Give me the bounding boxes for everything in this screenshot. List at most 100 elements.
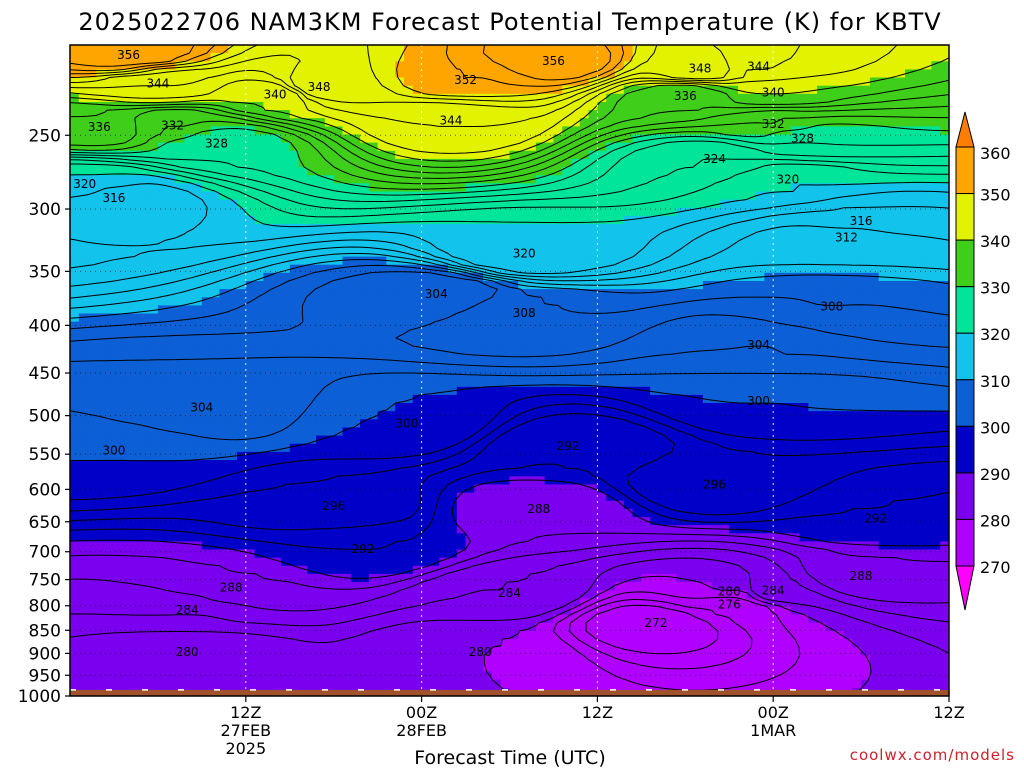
theta-cell [113,240,124,249]
theta-cell [351,69,361,79]
theta-cell [448,337,458,347]
theta-cell [667,175,678,184]
theta-cell [113,289,124,298]
theta-cell [228,150,238,160]
theta-cell [324,53,335,62]
theta-cell [157,240,168,249]
theta-cell [773,191,783,201]
theta-cell [87,264,97,274]
theta-cell [658,53,669,62]
theta-cell [228,403,238,412]
theta-cell [412,183,423,192]
theta-cell [421,443,431,453]
theta-cell [694,329,704,339]
theta-cell [193,158,203,168]
theta-cell [527,183,537,192]
theta-cell [456,378,467,388]
theta-cell [922,85,932,95]
theta-cell [491,240,502,249]
theta-cell [579,215,590,225]
theta-cell [228,69,238,79]
theta-cell [412,386,423,396]
theta-cell [465,354,475,363]
theta-cell [518,272,528,282]
theta-cell [298,126,308,136]
theta-cell [878,394,889,404]
theta-cell [834,150,845,160]
theta-cell [474,443,484,453]
theta-cell [799,102,809,111]
theta-cell [122,272,133,282]
theta-cell [650,142,660,152]
theta-cell [738,240,748,249]
theta-cell [913,167,924,176]
theta-cell [500,134,511,144]
theta-cell [404,378,414,388]
theta-cell [272,289,282,298]
theta-cell [184,207,194,217]
theta-cell [131,191,141,201]
theta-cell [799,134,809,144]
theta-cell [896,150,906,160]
theta-cell [615,240,625,249]
theta-cell [333,403,344,412]
theta-cell [219,126,229,136]
theta-cell [377,305,387,315]
theta-cell [535,386,546,396]
theta-cell [113,272,124,282]
theta-cell [799,232,809,241]
theta-cell [571,378,581,388]
theta-cell [790,256,801,266]
theta-cell [746,61,757,70]
theta-cell [597,346,607,355]
theta-cell [368,378,379,388]
theta-cell [149,85,159,95]
theta-cell [105,427,115,437]
theta-cell [905,207,915,217]
theta-cell [439,134,449,144]
theta-cell [483,150,493,160]
theta-cell [808,134,818,144]
theta-cell [210,93,220,103]
theta-cell [834,419,845,428]
theta-cell [746,93,757,103]
theta-cell [96,45,106,54]
theta-cell [324,207,335,217]
theta-cell [852,264,862,274]
theta-cell [316,199,326,209]
theta-cell [562,354,572,363]
theta-cell [544,215,555,225]
theta-cell [702,215,713,225]
theta-cell [913,346,924,355]
theta-cell [658,264,669,274]
theta-cell [245,354,256,363]
theta-cell [632,403,642,412]
theta-cell [623,297,634,306]
theta-cell [817,256,827,266]
theta-cell [527,158,537,168]
theta-cell [157,419,168,428]
theta-cell [878,167,889,176]
theta-cell [342,321,352,331]
theta-cell [201,134,212,144]
theta-cell [289,386,300,396]
theta-cell [887,329,897,339]
theta-cell [518,53,528,62]
theta-cell [755,207,765,217]
theta-cell [122,362,133,372]
theta-cell [105,443,115,453]
theta-cell [905,175,915,184]
theta-cell [562,240,572,249]
theta-cell [755,183,765,192]
theta-cell [491,378,502,388]
theta-cell [887,199,897,209]
theta-cell [562,313,572,323]
theta-cell [676,386,686,396]
theta-cell [817,419,827,428]
theta-cell [940,45,949,54]
theta-cell [773,61,783,70]
theta-cell [404,207,414,217]
theta-cell [641,85,651,95]
theta-cell [869,281,880,290]
theta-cell [905,77,915,87]
